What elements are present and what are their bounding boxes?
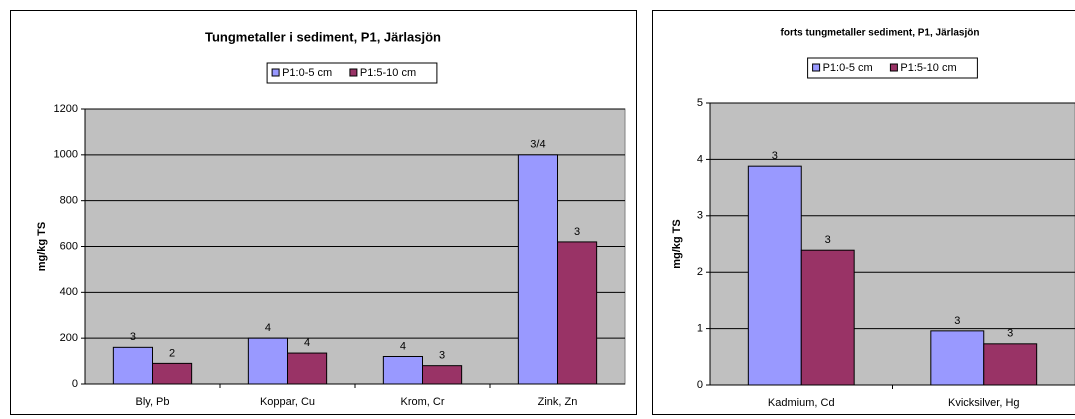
chart-title: forts tungmetaller sediment, P1, Järlasj… [781, 28, 980, 39]
legend-swatch [812, 63, 821, 72]
y-tick-label: 600 [60, 240, 78, 252]
y-tick-label: 1000 [54, 149, 78, 161]
bar-annotation: 4 [304, 337, 310, 349]
legend-swatch [889, 63, 898, 72]
bar-annotation: 2 [169, 347, 175, 359]
legend-label: P1:5-10 cm [360, 67, 416, 79]
bar [930, 330, 985, 386]
bar [557, 241, 598, 385]
y-tick-label: 1 [697, 323, 703, 335]
bar-annotation: 3 [439, 350, 445, 362]
legend-label: P1:5-10 cm [900, 62, 956, 74]
x-tick-label: Kvicksilver, Hg [948, 397, 1020, 409]
x-tick-label: Bly, Pb [135, 396, 169, 408]
legend-label: P1:0-5 cm [823, 62, 873, 74]
y-tick-label: 0 [697, 379, 703, 391]
x-tick-label: Kadmium, Cd [768, 397, 835, 409]
bar [382, 356, 424, 385]
bar-annotation: 4 [265, 322, 271, 334]
bar-annotation: 3 [1007, 328, 1013, 340]
legend-label: P1:0-5 cm [282, 67, 332, 79]
bar [287, 352, 328, 385]
x-tick-label: Zink, Zn [538, 396, 578, 408]
y-tick-label: 1200 [54, 103, 78, 115]
y-tick-label: 400 [60, 286, 78, 298]
bar [422, 365, 463, 385]
bar-annotation: 3 [130, 331, 136, 343]
y-tick-label: 200 [60, 332, 78, 344]
y-axis-label: mg/kg TS [36, 222, 48, 272]
legend-swatch [349, 68, 358, 77]
bar-annotation: 3 [954, 315, 960, 327]
bar-annotation: 3 [772, 150, 778, 162]
bar-annotation: 3 [825, 234, 831, 246]
y-tick-label: 4 [697, 153, 703, 165]
chart-title: Tungmetaller i sediment, P1, Järlasjön [205, 29, 441, 44]
y-axis-label: mg/kg TS [671, 219, 683, 269]
bar-annotation: 4 [400, 340, 406, 352]
bar [747, 165, 802, 386]
y-tick-label: 2 [697, 266, 703, 278]
bar [983, 343, 1038, 386]
x-tick-label: Koppar, Cu [260, 396, 315, 408]
bar [112, 346, 153, 385]
y-tick-label: 0 [72, 378, 78, 390]
x-tick-label: Krom, Cr [401, 396, 445, 408]
y-tick-label: 3 [697, 210, 703, 222]
bar-annotation: 3/4 [530, 139, 545, 151]
bar [152, 362, 193, 385]
y-tick-label: 800 [60, 195, 78, 207]
legend-swatch [271, 68, 280, 77]
bar-annotation: 3 [574, 226, 580, 238]
bar [800, 249, 855, 386]
bar [247, 337, 289, 385]
bar [517, 154, 558, 385]
y-tick-label: 5 [697, 97, 703, 109]
